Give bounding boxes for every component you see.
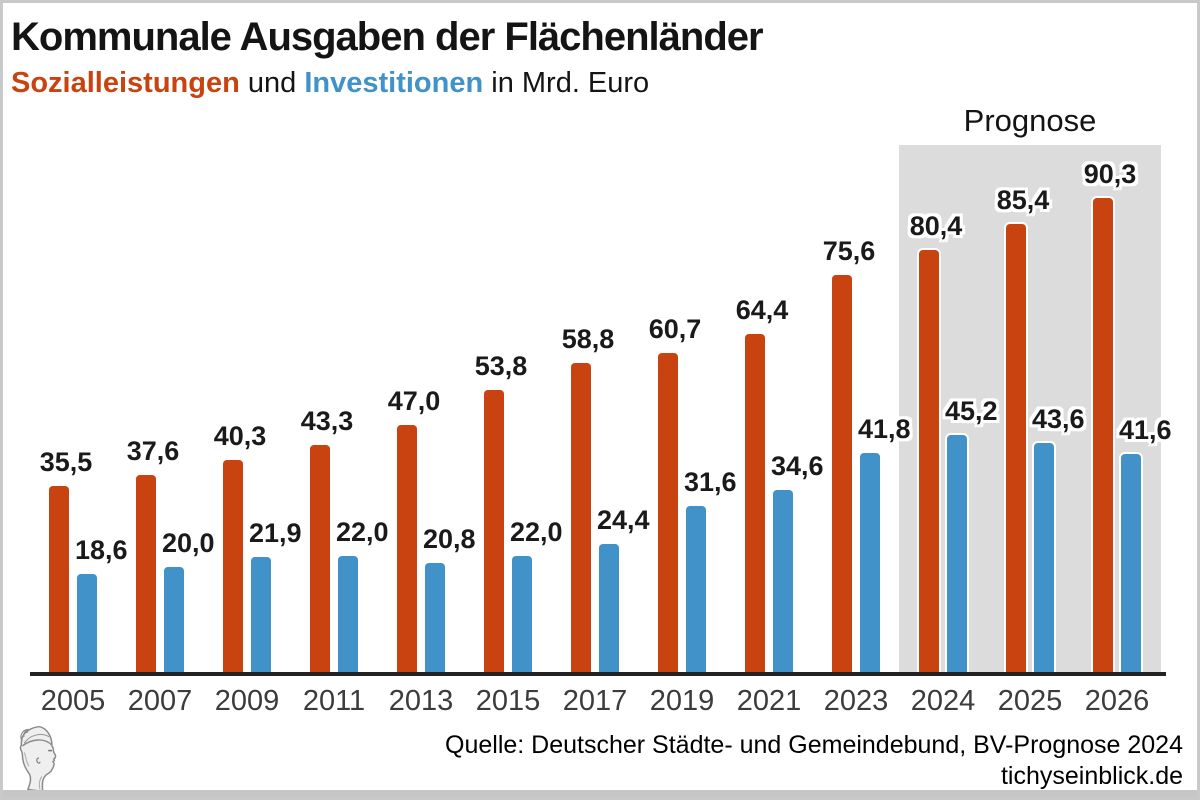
- bar-investitionen-2011: [336, 554, 360, 672]
- page-title: Kommunale Ausgaben der Flächenländer: [11, 15, 764, 59]
- x-axis-tick-2013: 2013: [388, 685, 454, 717]
- legend-suffix: in Mrd. Euro: [483, 67, 650, 99]
- value-label-sozialleistungen-2021: 64,4: [735, 295, 789, 325]
- bar-sozialleistungen-2017: [569, 361, 593, 672]
- bar-group-2011: 43,3 22,0 2011: [301, 145, 389, 717]
- bar-sozialleistungen-2024: [917, 248, 941, 672]
- value-label-sozialleistungen-2009: 40,3: [213, 421, 267, 451]
- bar-sozialleistungen-2013: [395, 423, 419, 672]
- bar-sozialleistungen-2009: [221, 458, 245, 672]
- bar-sozialleistungen-2025: [1004, 222, 1028, 672]
- value-label-sozialleistungen-2025: 85,4: [996, 185, 1050, 215]
- bar-investitionen-2026: [1119, 452, 1143, 672]
- value-label-sozialleistungen-2013: 47,0: [387, 386, 441, 416]
- bar-investitionen-2025: [1032, 441, 1056, 672]
- bar-investitionen-2015: [510, 554, 534, 672]
- legend-sozialleistungen: Sozialleistungen: [11, 67, 240, 99]
- bar-sozialleistungen-2011: [308, 443, 332, 672]
- value-label-sozialleistungen-2023: 75,6: [822, 236, 876, 266]
- chart-subtitle-legend: Sozialleistungen und Investitionen in Mr…: [11, 67, 649, 100]
- source-attribution: Quelle: Deutscher Städte- und Gemeindebu…: [445, 731, 1183, 759]
- bar-group-2007: 37,6 20,0 2007: [127, 145, 215, 717]
- value-label-investitionen-2017: 24,4: [597, 505, 650, 535]
- x-axis-tick-2009: 2009: [214, 685, 280, 717]
- bar-group-2017: 58,8 24,4 2017: [562, 145, 650, 717]
- x-axis-tick-2019: 2019: [649, 685, 715, 717]
- bar-investitionen-2009: [249, 555, 273, 672]
- bottom-divider: [3, 790, 1197, 797]
- bar-chart-plot: 35,5 18,6 2005 37,6 20,0 2007 40,3 21,9 2009 43,3…: [30, 145, 1172, 717]
- bar-investitionen-2019: [684, 504, 708, 672]
- x-axis-tick-2023: 2023: [823, 685, 889, 717]
- legend-investitionen: Investitionen: [304, 67, 484, 99]
- x-axis-tick-2025: 2025: [997, 685, 1063, 717]
- value-label-investitionen-2007: 20,0: [162, 528, 215, 558]
- x-axis-tick-2024: 2024: [910, 685, 976, 717]
- value-label-sozialleistungen-2026: 90,3: [1083, 159, 1137, 189]
- source-website: tichyseinblick.de: [1000, 762, 1183, 790]
- bar-group-2009: 40,3 21,9 2009: [214, 145, 302, 717]
- bar-group-2023: 75,6 41,8 2023: [823, 145, 911, 717]
- value-label-investitionen-2009: 21,9: [249, 518, 302, 548]
- bar-group-2005: 35,5 18,6 2005: [40, 145, 128, 717]
- value-label-investitionen-2015: 22,0: [510, 517, 563, 547]
- x-axis-tick-2011: 2011: [302, 685, 366, 717]
- hermes-head-sketch-icon: [19, 725, 57, 793]
- value-label-investitionen-2024: 45,2: [945, 396, 998, 426]
- value-label-investitionen-2025: 43,6: [1032, 404, 1085, 434]
- bar-sozialleistungen-2023: [830, 273, 854, 672]
- bar-investitionen-2023: [858, 451, 882, 672]
- value-label-investitionen-2026: 41,6: [1119, 415, 1172, 445]
- bar-sozialleistungen-2026: [1091, 196, 1115, 672]
- bar-investitionen-2024: [945, 433, 969, 672]
- value-label-sozialleistungen-2024: 80,4: [909, 211, 963, 241]
- value-label-sozialleistungen-2015: 53,8: [474, 351, 528, 381]
- bar-investitionen-2007: [162, 565, 186, 672]
- x-axis-tick-2015: 2015: [475, 685, 541, 717]
- x-axis-tick-2026: 2026: [1084, 685, 1150, 717]
- bar-group-2021: 64,4 34,6 2021: [736, 145, 824, 717]
- value-label-investitionen-2013: 20,8: [423, 524, 476, 554]
- bar-sozialleistungen-2015: [482, 388, 506, 672]
- bar-group-2024: 80,4 45,2 2024: [910, 145, 998, 717]
- bar-group-2013: 47,0 20,8 2013: [388, 145, 476, 717]
- bar-group-2015: 53,8 22,0 2015: [475, 145, 563, 717]
- value-label-investitionen-2021: 34,6: [771, 451, 824, 481]
- bar-sozialleistungen-2005: [47, 484, 71, 672]
- value-label-investitionen-2005: 18,6: [75, 535, 128, 565]
- bar-investitionen-2017: [597, 542, 621, 672]
- bar-investitionen-2013: [423, 561, 447, 672]
- x-axis-tick-2005: 2005: [40, 685, 106, 717]
- forecast-highlight-region: [899, 145, 1161, 672]
- x-axis-tick-2017: 2017: [562, 685, 628, 717]
- bar-investitionen-2005: [75, 572, 99, 672]
- bar-group-2019: 60,7 31,6 2019: [649, 145, 737, 717]
- legend-connector: und: [239, 67, 305, 99]
- value-label-sozialleistungen-2017: 58,8: [561, 324, 615, 354]
- value-label-investitionen-2023: 41,8: [858, 414, 911, 444]
- value-label-investitionen-2011: 22,0: [336, 517, 389, 547]
- bar-group-2025: 85,4 43,6 2025: [997, 145, 1085, 717]
- x-axis-tick-2021: 2021: [736, 685, 802, 717]
- value-label-sozialleistungen-2007: 37,6: [126, 436, 180, 466]
- bar-sozialleistungen-2021: [743, 332, 767, 672]
- value-label-investitionen-2019: 31,6: [684, 467, 737, 497]
- forecast-label: Prognose: [963, 103, 1097, 138]
- bar-sozialleistungen-2019: [656, 351, 680, 672]
- value-label-sozialleistungen-2019: 60,7: [648, 314, 702, 344]
- value-label-sozialleistungen-2011: 43,3: [300, 406, 354, 436]
- bar-group-2026: 90,3 41,6 2026: [1084, 145, 1172, 717]
- value-label-sozialleistungen-2005: 35,5: [39, 447, 93, 477]
- x-axis-tick-2007: 2007: [127, 685, 193, 717]
- bar-investitionen-2021: [771, 488, 795, 672]
- bar-sozialleistungen-2007: [134, 473, 158, 672]
- x-axis-line: [30, 672, 1166, 676]
